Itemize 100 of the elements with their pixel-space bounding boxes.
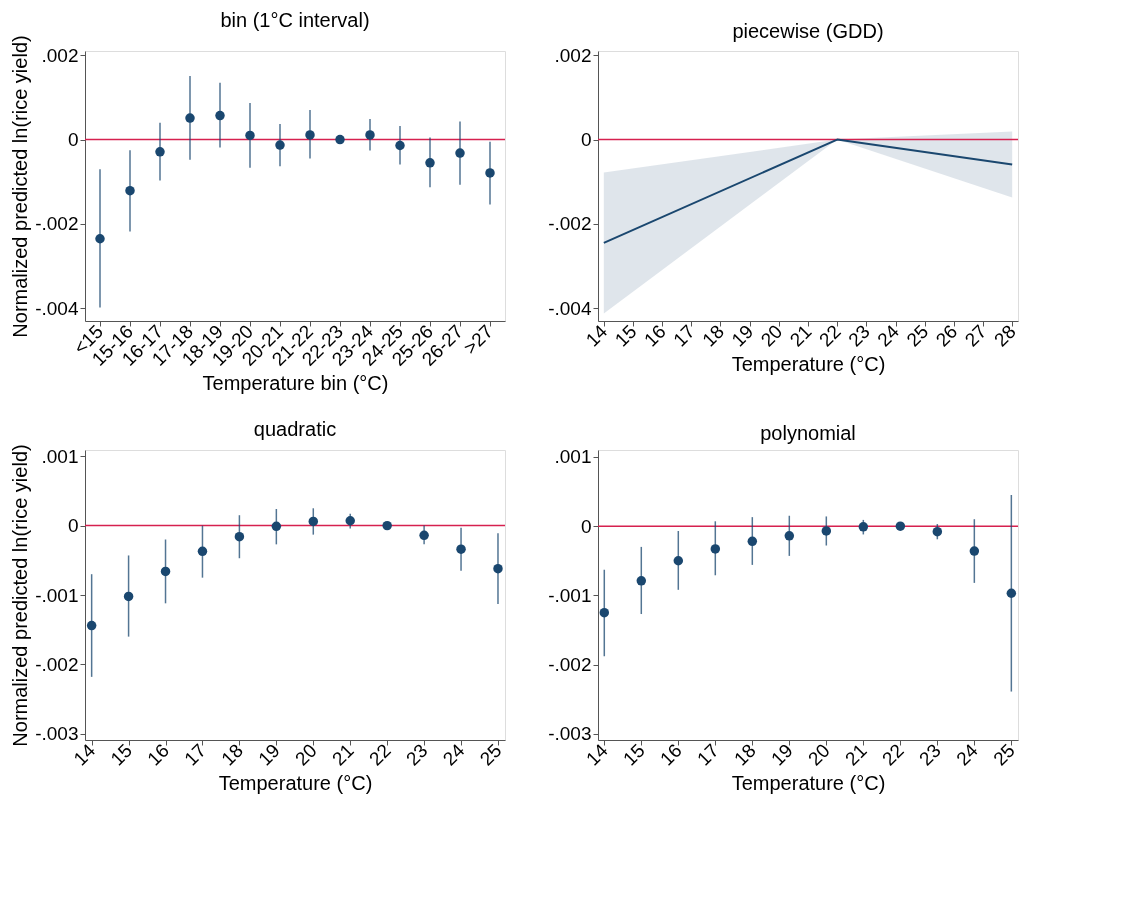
- x-tick-label: 14: [581, 320, 612, 351]
- point: [234, 531, 245, 542]
- x-tick-label: 18: [217, 739, 247, 770]
- x-tick-label: 27: [960, 320, 991, 351]
- y-tick-label: -.002: [548, 213, 592, 235]
- point: [271, 521, 282, 532]
- y-tick-label: 0: [580, 129, 592, 151]
- y-tick-label: .002: [41, 44, 79, 66]
- chart-title: quadratic: [253, 417, 337, 440]
- point: [858, 522, 869, 532]
- point: [747, 536, 758, 547]
- point: [245, 130, 255, 141]
- x-tick-label: 21: [785, 320, 816, 351]
- x-tick-label: 17: [693, 739, 723, 770]
- x-tick-label: 20: [804, 739, 834, 770]
- x-tick-label: 25: [902, 320, 933, 351]
- x-axis-title: Temperature (°C): [731, 352, 886, 375]
- x-tick-label: 23: [844, 320, 874, 351]
- x-tick-label: 18: [730, 739, 760, 770]
- point: [493, 563, 503, 574]
- chart-title: polynomial: [760, 421, 856, 444]
- y-axis-title: Normalized predicted ln(rice yield): [9, 35, 32, 338]
- point: [308, 516, 319, 527]
- x-axis-title: Temperature (°C): [218, 771, 373, 794]
- x-tick-label: 15: [610, 320, 641, 351]
- point: [95, 234, 105, 244]
- x-tick-label: 25: [989, 739, 1019, 770]
- x-tick-label: 16: [143, 739, 174, 770]
- y-tick-label: -.004: [35, 297, 79, 319]
- x-tick-label: 22: [814, 320, 845, 351]
- x-tick-label: 25: [475, 739, 506, 770]
- point: [710, 544, 721, 554]
- x-tick-label: 15: [619, 739, 649, 770]
- point: [636, 576, 647, 586]
- x-tick-label: 21: [328, 739, 358, 770]
- x-tick-label: 18: [698, 320, 729, 351]
- x-tick-label: 17: [180, 739, 211, 770]
- point: [275, 140, 285, 150]
- point: [673, 556, 684, 566]
- point: [197, 546, 208, 557]
- point: [382, 520, 392, 531]
- x-tick-label: 24: [438, 739, 469, 770]
- y-tick-label: 0: [67, 515, 79, 537]
- point: [425, 158, 435, 168]
- x-tick-label: 26: [931, 320, 962, 351]
- x-tick-label: 22: [364, 739, 395, 770]
- point: [895, 521, 906, 531]
- x-tick-label: 20: [756, 320, 787, 351]
- point: [821, 526, 832, 536]
- point: [784, 531, 795, 541]
- x-tick-label: 21: [841, 739, 871, 770]
- y-tick-label: 0: [67, 129, 79, 151]
- x-axis-title: Temperature (°C): [731, 771, 886, 794]
- point: [932, 526, 943, 537]
- x-tick-label: 28: [989, 320, 1020, 351]
- chart-title: bin (1°C interval): [220, 8, 370, 31]
- x-tick-label: 16: [639, 320, 670, 351]
- x-tick-label: 19: [767, 739, 797, 770]
- y-axis-title: Normalized predicted ln(rice yield): [9, 444, 32, 747]
- x-tick-label: 20: [291, 739, 321, 770]
- point: [969, 546, 980, 556]
- x-tick-label: >27: [459, 320, 498, 359]
- point: [125, 185, 135, 196]
- point: [395, 140, 405, 151]
- point: [456, 544, 466, 554]
- x-tick-label: 19: [727, 320, 758, 351]
- point: [365, 130, 375, 140]
- y-tick-label: -.002: [35, 213, 79, 235]
- x-tick-label: 22: [878, 739, 908, 770]
- point: [215, 110, 225, 121]
- y-tick-label: -.002: [548, 654, 592, 676]
- x-tick-label: 24: [873, 320, 904, 351]
- point: [455, 148, 465, 158]
- point: [1006, 588, 1017, 598]
- x-tick-label: 17: [669, 320, 699, 351]
- point: [335, 134, 345, 145]
- point: [485, 168, 495, 178]
- point: [155, 147, 165, 157]
- y-tick-label: -.001: [548, 584, 592, 606]
- x-axis-title: Temperature bin (°C): [202, 371, 389, 394]
- y-tick-label: -.002: [35, 653, 79, 675]
- point: [599, 607, 610, 618]
- x-tick-label: 23: [915, 739, 945, 770]
- point: [160, 566, 171, 577]
- x-tick-label: 15: [106, 739, 137, 770]
- chart-title: piecewise (GDD): [732, 20, 884, 43]
- y-tick-label: -.001: [35, 584, 79, 606]
- point: [86, 620, 97, 631]
- y-tick-label: .001: [554, 446, 592, 468]
- point: [123, 591, 134, 602]
- point: [185, 113, 195, 123]
- y-tick-label: 0: [580, 515, 592, 537]
- x-tick-label: 24: [952, 739, 983, 770]
- x-tick-label: 19: [254, 739, 284, 770]
- x-tick-label: 16: [656, 739, 686, 770]
- y-tick-label: -.004: [548, 297, 592, 319]
- x-tick-label: 23: [401, 739, 432, 770]
- point: [305, 130, 315, 140]
- y-tick-label: .001: [41, 445, 79, 467]
- point: [345, 516, 355, 526]
